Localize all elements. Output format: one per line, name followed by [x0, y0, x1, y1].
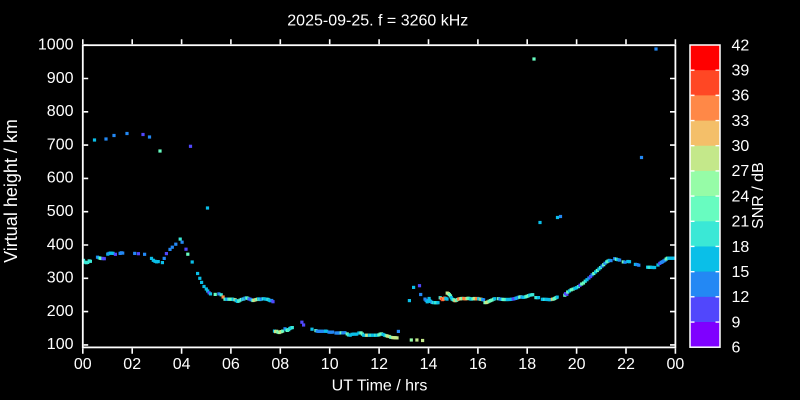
- svg-text:42: 42: [732, 37, 750, 54]
- svg-text:24: 24: [732, 188, 750, 205]
- svg-text:33: 33: [732, 113, 750, 130]
- svg-text:30: 30: [732, 138, 750, 155]
- svg-text:2025-09-25. f = 3260 kHz: 2025-09-25. f = 3260 kHz: [287, 13, 468, 30]
- svg-text:500: 500: [47, 203, 74, 220]
- svg-text:00: 00: [74, 356, 92, 373]
- svg-text:300: 300: [47, 270, 74, 287]
- svg-text:900: 900: [47, 70, 74, 87]
- svg-text:18: 18: [518, 356, 536, 373]
- svg-text:21: 21: [732, 214, 750, 231]
- svg-text:20: 20: [568, 356, 586, 373]
- svg-text:200: 200: [47, 303, 74, 320]
- svg-text:16: 16: [469, 356, 487, 373]
- svg-text:9: 9: [732, 314, 741, 331]
- svg-text:400: 400: [47, 236, 74, 253]
- svg-text:12: 12: [370, 356, 388, 373]
- svg-text:06: 06: [222, 356, 240, 373]
- svg-text:15: 15: [732, 264, 750, 281]
- svg-text:100: 100: [47, 336, 74, 353]
- svg-text:800: 800: [47, 103, 74, 120]
- svg-text:39: 39: [732, 63, 750, 80]
- svg-text:600: 600: [47, 170, 74, 187]
- svg-text:00: 00: [667, 356, 685, 373]
- svg-text:27: 27: [732, 163, 750, 180]
- svg-text:14: 14: [420, 356, 438, 373]
- svg-text:22: 22: [617, 356, 635, 373]
- svg-text:02: 02: [123, 356, 141, 373]
- svg-text:04: 04: [173, 356, 191, 373]
- svg-text:10: 10: [321, 356, 339, 373]
- svg-text:36: 36: [732, 88, 750, 105]
- svg-text:6: 6: [732, 340, 741, 357]
- svg-text:12: 12: [732, 289, 750, 306]
- svg-text:Virtual height / km: Virtual height / km: [1, 119, 21, 263]
- svg-text:UT Time / hrs: UT Time / hrs: [332, 378, 428, 395]
- svg-text:700: 700: [47, 136, 74, 153]
- svg-text:1000: 1000: [38, 37, 74, 54]
- svg-text:18: 18: [732, 239, 750, 256]
- svg-text:08: 08: [271, 356, 289, 373]
- svg-text:SNR / dB: SNR / dB: [750, 162, 767, 229]
